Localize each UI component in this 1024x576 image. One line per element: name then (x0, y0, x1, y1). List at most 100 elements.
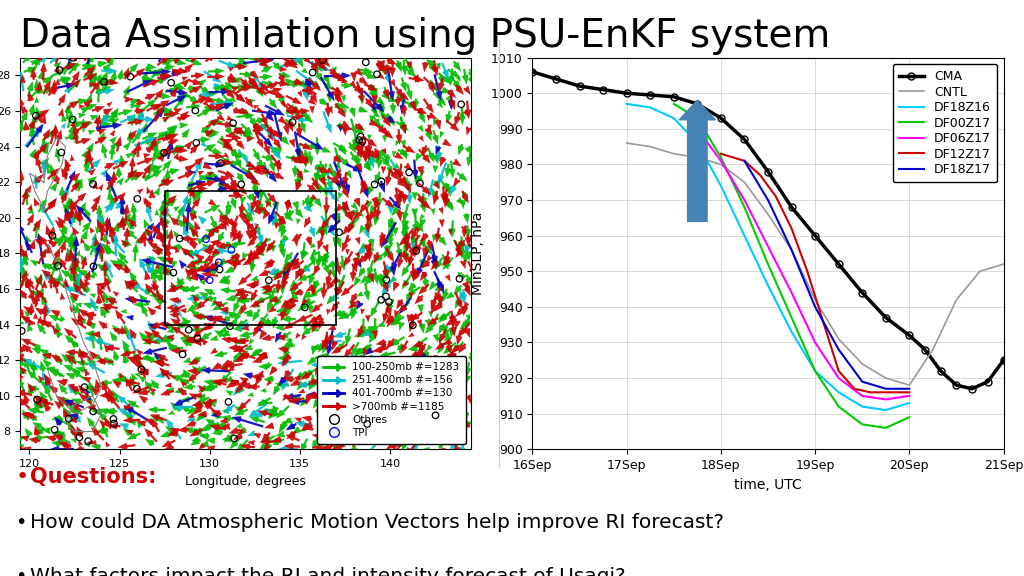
Point (357, 58, 374, 67)
Point (378, 275, 394, 285)
DF12Z17 (880, 389, 892, 396)
Point (129, 384, 145, 393)
Point (453, 100, 469, 109)
Line: CNTL: CNTL (627, 143, 1004, 385)
CMA (809, 232, 821, 239)
CNTL (903, 382, 915, 389)
CMA (691, 100, 703, 107)
CNTL (833, 335, 845, 342)
DF12Z17 (770, 193, 782, 200)
DF00Z17 (903, 414, 915, 420)
Point (180, 325, 197, 335)
Point (46, 425, 62, 434)
Point (133, 365, 150, 374)
Point (213, 158, 229, 168)
Point (187, 106, 204, 115)
Point (367, 180, 383, 189)
CMA (997, 357, 1010, 363)
Point (304, 68, 321, 77)
Text: •: • (15, 567, 27, 576)
DF18Z16 (833, 389, 845, 396)
DF00Z17 (880, 425, 892, 431)
DF06Z17 (856, 392, 868, 399)
Point (226, 434, 243, 443)
CNTL (880, 374, 892, 381)
DF00Z17 (833, 403, 845, 410)
DF18Z16 (621, 100, 633, 107)
DF00Z17 (856, 421, 868, 428)
Point (400, 168, 417, 177)
Line: DF12Z17: DF12Z17 (721, 154, 909, 392)
DF06Z17 (880, 396, 892, 403)
CNTL (691, 154, 703, 161)
Point (220, 397, 237, 407)
Line: DF18Z17: DF18Z17 (744, 161, 909, 389)
DF06Z17 (715, 157, 727, 164)
Point (359, 419, 376, 429)
DF12Z17 (817, 317, 829, 324)
Point (297, 303, 313, 312)
Point (351, 135, 368, 145)
Line: DF06Z17: DF06Z17 (697, 129, 909, 399)
DF12Z17 (715, 150, 727, 157)
Point (85, 262, 101, 271)
CNTL (950, 296, 963, 303)
Point (165, 268, 181, 277)
DF18Z16 (644, 104, 656, 111)
CMA (919, 346, 931, 353)
Point (409, 246, 425, 255)
Point (374, 177, 390, 186)
Y-axis label: MinSLP, hPa: MinSLP, hPa (471, 212, 485, 295)
DF12Z17 (833, 367, 845, 374)
Line: DF18Z16: DF18Z16 (627, 104, 909, 410)
CMA (785, 204, 798, 211)
CMA (550, 75, 562, 82)
Point (352, 132, 369, 141)
Point (80, 437, 96, 446)
CMA (715, 115, 727, 122)
DF00Z17 (691, 115, 703, 122)
Point (189, 334, 206, 343)
Point (452, 274, 468, 283)
DF18Z17 (809, 304, 821, 310)
Text: Questions:: Questions: (31, 467, 157, 487)
DF06Z17 (785, 289, 798, 296)
DF18Z17 (738, 157, 751, 164)
Text: •: • (15, 467, 29, 487)
Point (373, 295, 389, 305)
CNTL (856, 361, 868, 367)
CMA (762, 168, 774, 175)
CMA (597, 86, 609, 93)
DF18Z16 (715, 183, 727, 190)
Point (211, 257, 227, 267)
CNTL (715, 161, 727, 168)
Point (44, 231, 60, 240)
Point (156, 148, 172, 157)
DF00Z17 (785, 314, 798, 321)
DF06Z17 (833, 374, 845, 381)
Point (331, 228, 347, 237)
Point (225, 119, 242, 128)
DF06Z17 (762, 243, 774, 250)
CMA (935, 367, 947, 374)
DF18Z16 (738, 232, 751, 239)
CMA (982, 378, 994, 385)
CNTL (621, 139, 633, 146)
DF18Z17 (856, 378, 868, 385)
CNTL (644, 143, 656, 150)
DF18Z16 (785, 328, 798, 335)
DF18Z16 (856, 403, 868, 410)
Bar (165, 191, 336, 325)
Point (223, 245, 240, 255)
CNTL (785, 247, 798, 253)
Point (51, 66, 68, 75)
DF06Z17 (691, 126, 703, 132)
DF18Z16 (880, 407, 892, 414)
DF12Z17 (785, 225, 798, 232)
DF18Z17 (762, 196, 774, 203)
CMA (966, 385, 978, 392)
Point (285, 118, 301, 127)
DF00Z17 (762, 261, 774, 268)
CNTL (668, 150, 680, 157)
DF18Z17 (880, 385, 892, 392)
